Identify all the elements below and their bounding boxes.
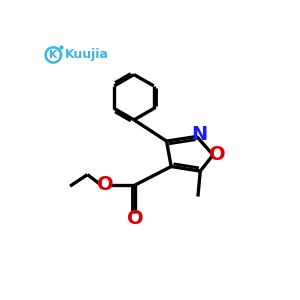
Text: K: K xyxy=(49,50,58,60)
Text: N: N xyxy=(191,125,208,144)
Text: Kuujia: Kuujia xyxy=(65,48,109,62)
Text: O: O xyxy=(97,175,114,194)
Text: O: O xyxy=(127,209,143,228)
Text: O: O xyxy=(209,145,226,164)
